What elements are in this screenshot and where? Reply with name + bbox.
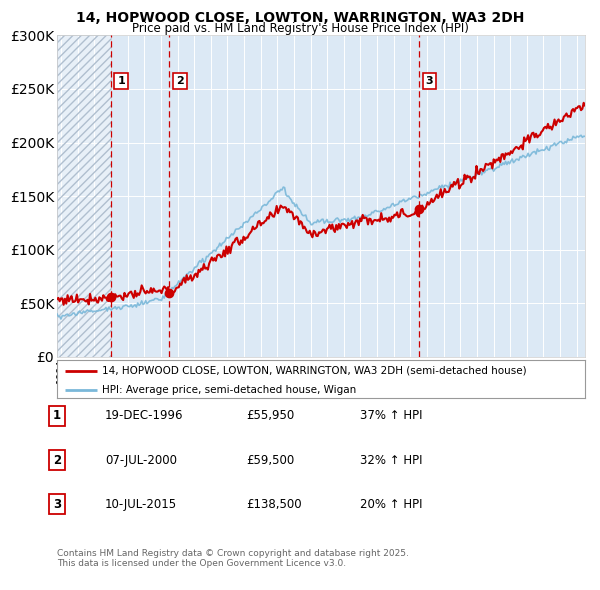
Text: 3: 3 [425,76,433,86]
Text: 10-JUL-2015: 10-JUL-2015 [105,498,177,511]
Text: 3: 3 [53,498,61,511]
Text: HPI: Average price, semi-detached house, Wigan: HPI: Average price, semi-detached house,… [102,385,356,395]
Text: £55,950: £55,950 [246,409,294,422]
Text: 19-DEC-1996: 19-DEC-1996 [105,409,184,422]
Text: 20% ↑ HPI: 20% ↑ HPI [360,498,422,511]
Text: 14, HOPWOOD CLOSE, LOWTON, WARRINGTON, WA3 2DH: 14, HOPWOOD CLOSE, LOWTON, WARRINGTON, W… [76,11,524,25]
Text: £59,500: £59,500 [246,454,294,467]
Bar [57,35,110,357]
Text: 1: 1 [117,76,125,86]
Text: 1: 1 [53,409,61,422]
Text: Price paid vs. HM Land Registry's House Price Index (HPI): Price paid vs. HM Land Registry's House … [131,22,469,35]
Text: 32% ↑ HPI: 32% ↑ HPI [360,454,422,467]
Text: This data is licensed under the Open Government Licence v3.0.: This data is licensed under the Open Gov… [57,559,346,568]
Text: Contains HM Land Registry data © Crown copyright and database right 2025.: Contains HM Land Registry data © Crown c… [57,549,409,558]
Text: 37% ↑ HPI: 37% ↑ HPI [360,409,422,422]
Text: 14, HOPWOOD CLOSE, LOWTON, WARRINGTON, WA3 2DH (semi-detached house): 14, HOPWOOD CLOSE, LOWTON, WARRINGTON, W… [102,366,527,376]
Bar [57,35,110,357]
Text: 2: 2 [53,454,61,467]
Text: 07-JUL-2000: 07-JUL-2000 [105,454,177,467]
Text: 2: 2 [176,76,184,86]
Text: £138,500: £138,500 [246,498,302,511]
